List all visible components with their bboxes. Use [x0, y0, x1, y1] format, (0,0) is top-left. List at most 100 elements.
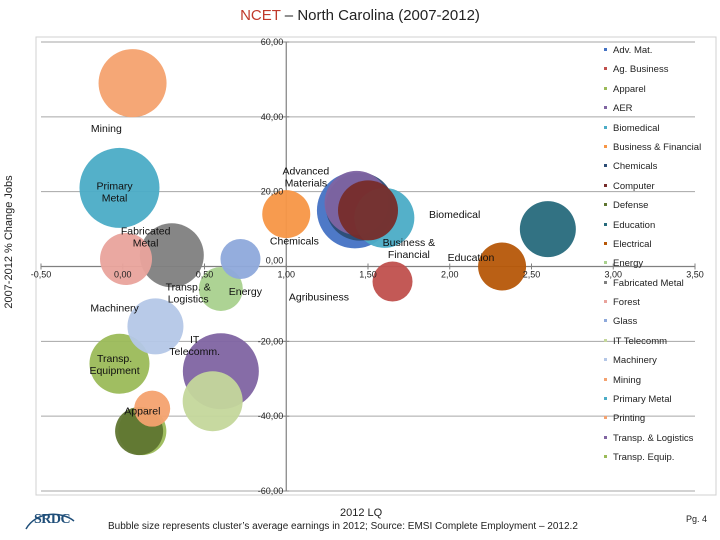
legend-marker-icon	[604, 416, 607, 420]
annotation-line: Machinery	[90, 303, 139, 315]
legend-label: Forest	[613, 297, 640, 309]
x-tick-label-7: 3,00	[604, 270, 622, 280]
annotation-3: Advanced Materials	[283, 166, 330, 190]
legend-label: Electrical	[613, 238, 652, 250]
srdc-logo-icon: SRDC	[22, 509, 78, 533]
legend-label: Chemicals	[613, 161, 658, 173]
legend-item: Business & Financial	[604, 142, 701, 161]
annotation-line: Apparel	[124, 406, 160, 418]
legend-marker-icon	[604, 377, 607, 381]
legend-item: AER	[604, 103, 701, 122]
annotation-7: Business & Financial	[383, 237, 436, 261]
annotation-9: Transp. & Logistics	[166, 282, 211, 306]
legend-label: Apparel	[613, 83, 646, 95]
legend-marker-icon	[604, 222, 607, 226]
legend-label: Machinery	[613, 355, 657, 367]
legend-label: Mining	[613, 374, 641, 386]
annotation-line: Financial	[388, 249, 430, 261]
bubble-18	[98, 49, 167, 118]
legend-label: Adv. Mat.	[613, 45, 653, 56]
legend-marker-icon	[604, 125, 607, 129]
legend-item: Mining	[604, 375, 701, 394]
annotation-line: Mining	[91, 123, 122, 135]
x-tick-label-0: -0,50	[31, 270, 52, 280]
legend-item: Computer	[604, 181, 701, 200]
y-tick-label-3: 0,00	[266, 256, 284, 266]
tick-labels: -0,50 0,00 0,50 1,00 1,50 2,00 2,50 3,00 3,50 -60…	[31, 37, 704, 496]
legend-label: Biomedical	[613, 122, 660, 134]
legend-item: Primary Metal	[604, 394, 701, 413]
annotation-line: Advanced	[283, 166, 330, 178]
legend-marker-icon	[604, 300, 607, 304]
annotation-12: Machinery	[90, 303, 139, 315]
legend-item: Machinery	[604, 355, 701, 374]
legend-item: Printing	[604, 413, 701, 432]
bubble-20	[134, 390, 171, 427]
legend-marker-icon	[604, 241, 607, 245]
chart-title-rest: – North Carolina (2007-2012)	[280, 7, 480, 24]
annotation-line: Telecomm.	[169, 346, 220, 358]
legend-label: Printing	[613, 413, 646, 425]
x-tick-label-4: 1,50	[359, 270, 377, 280]
x-tick-label-1: 0,00	[114, 270, 132, 280]
bubble-13	[139, 223, 204, 288]
annotation-line: Materials	[285, 178, 328, 190]
bubble-16	[182, 371, 243, 432]
x-axis-label: 2012 LQ	[340, 507, 383, 519]
annotation-6: Biomedical	[429, 209, 480, 221]
legend-marker-icon	[604, 203, 607, 207]
annotation-line: Primary	[96, 181, 133, 193]
x-tick-label-8: 3,50	[686, 270, 704, 280]
legend-label: Ag. Business	[613, 64, 669, 76]
x-tick-label-2: 0,50	[196, 270, 214, 280]
legend-label: Energy	[613, 258, 644, 270]
legend-item: Biomedical	[604, 123, 701, 142]
legend-marker-icon	[604, 338, 607, 342]
annotation-15: Apparel	[124, 406, 160, 418]
annotation-14: Transp. Equipment	[89, 353, 139, 377]
annotation-line: Biomedical	[429, 209, 480, 221]
annotation-line: Logistics	[168, 294, 209, 306]
legend-label: Education	[613, 219, 656, 231]
plot-frame	[35, 36, 717, 496]
legend-item: Transp. & Logistics	[604, 433, 701, 452]
annotation-line: IT	[190, 334, 200, 346]
y-tick-label-0: -60,00	[258, 486, 284, 496]
annotation-line: Agribusiness	[289, 291, 349, 303]
logo-swoosh	[25, 513, 75, 530]
legend: Adv. Mat. Ag. Business Apparel AER Biomedica…	[604, 45, 701, 472]
legend-label: Transp. Equip.	[613, 452, 675, 464]
legend-item: Education	[604, 220, 701, 239]
bubble-14	[100, 233, 153, 286]
legend-marker-icon	[604, 86, 607, 90]
legend-item: Apparel	[604, 84, 701, 103]
legend-marker-icon	[604, 358, 607, 362]
annotation-line: Metal	[102, 193, 128, 205]
annotation-line: Energy	[229, 286, 263, 298]
legend-marker-icon	[604, 261, 607, 265]
legend-item: Ag. Business	[604, 64, 701, 83]
chart-title: NCET – North Carolina (2007-2012)	[0, 7, 720, 24]
legend-marker-icon	[604, 47, 607, 51]
legend-label: Fabricated Metal	[613, 277, 684, 289]
legend-item: Glass	[604, 316, 701, 335]
page-number: Pg. 4	[686, 514, 708, 524]
y-tick-label-2: -20,00	[258, 336, 284, 346]
annotation-line: Transp. &	[166, 282, 211, 294]
bubble-6	[262, 190, 311, 239]
x-tick-label-3: 1,00	[277, 270, 295, 280]
legend-label: Business & Financial	[613, 141, 702, 153]
bubble-11	[478, 242, 527, 291]
legend-item: Defense	[604, 200, 701, 219]
bubbles	[79, 49, 576, 456]
legend-marker-icon	[604, 319, 607, 323]
gridlines	[41, 41, 695, 492]
legend-item: IT Telecomm	[604, 336, 701, 355]
logo-text: SRDC	[34, 512, 71, 527]
legend-label: IT Telecomm	[613, 335, 668, 347]
bubble-22	[89, 333, 150, 394]
legend-item: Adv. Mat.	[604, 45, 701, 64]
annotation-line: Business &	[383, 237, 436, 249]
legend-marker-icon	[604, 435, 607, 439]
